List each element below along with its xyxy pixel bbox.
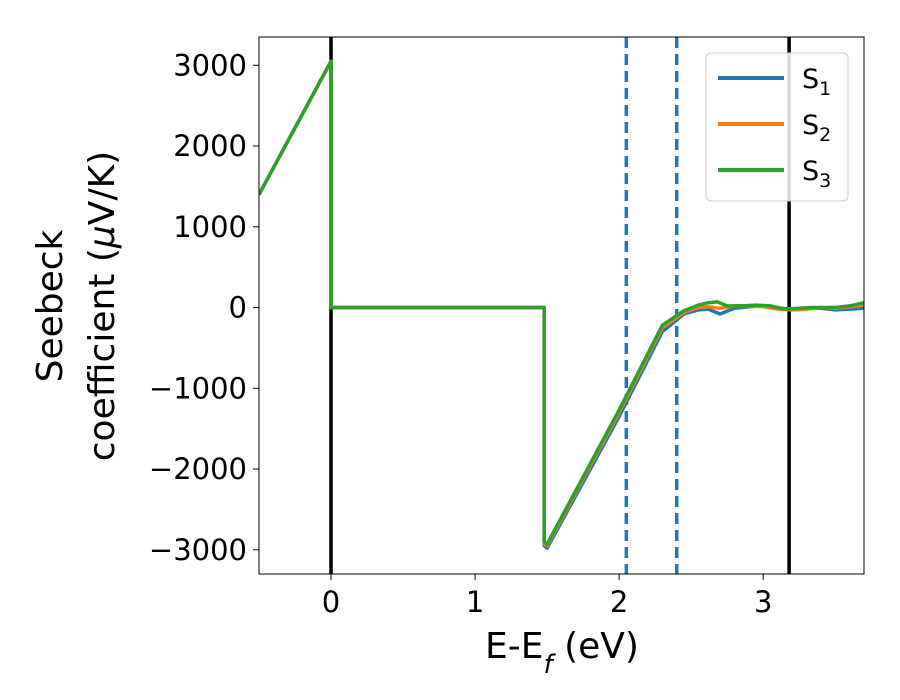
y-tick-label-1: 2000 [173,129,247,163]
x-tick-label-3: 3 [754,585,772,619]
y-axis-label: Seebeck coefficient (μV/K) [30,151,123,461]
y-axis-label-line1: Seebeck [30,229,71,382]
legend-label-S1: S1 [802,64,831,100]
y-tick-label-6: −3000 [149,533,247,567]
y-axis-label-line2: coefficient (μV/K) [82,151,123,461]
y-tick-label-2: 1000 [173,210,247,244]
axis-ticks: 0 1 2 3 3000 2000 1000 0 −1000 −2000 −3000 [149,48,773,619]
x-tick-label-2: 2 [610,585,628,619]
y-tick-label-4: −1000 [149,371,247,405]
x-tick-label-0: 0 [322,585,340,619]
x-axis-label: E-Ef (eV) [485,626,639,680]
y-tick-label-3: 0 [229,291,247,325]
legend-label-S2: S2 [802,110,831,146]
legend-label-S3: S3 [802,156,831,192]
series-line-S3 [259,59,864,546]
y-tick-label-5: −2000 [149,452,247,486]
legend-box [705,52,849,202]
y-tick-label-0: 3000 [173,48,247,82]
legend: S1 S2 S3 [705,52,849,202]
x-tick-label-1: 1 [466,585,484,619]
plot-frame [258,36,865,575]
